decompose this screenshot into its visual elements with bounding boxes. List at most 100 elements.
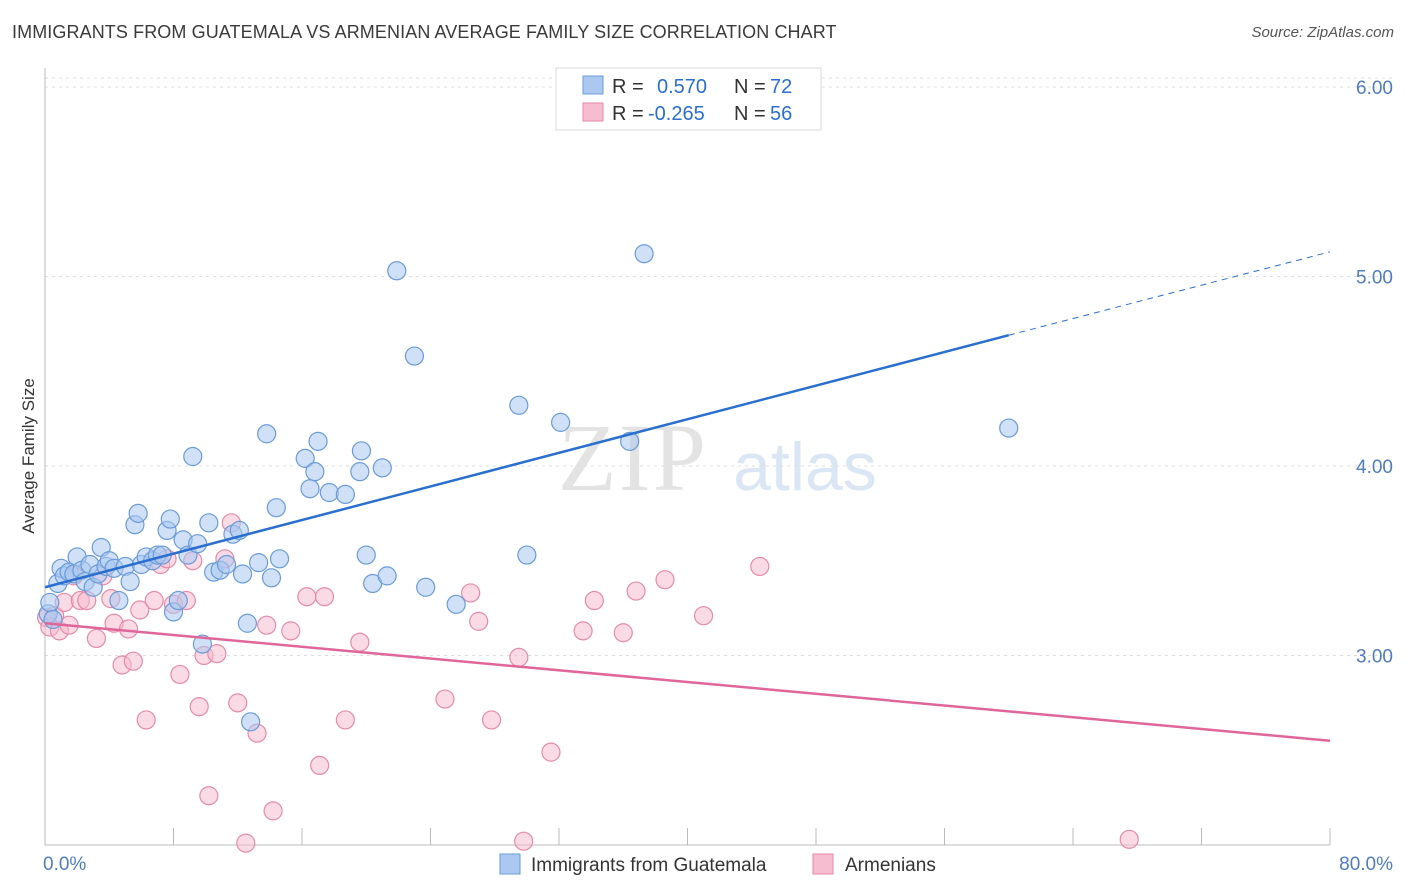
guatemala-point [308, 431, 328, 451]
guatemala-point [257, 424, 277, 444]
guatemala-point [232, 564, 253, 584]
y-tick-label: 5.00 [1356, 267, 1393, 288]
armenians-point [297, 587, 317, 607]
x-tick-label-max: 80.0% [1339, 854, 1393, 875]
legend-n-label-1: N = [734, 76, 766, 98]
guatemala-point [300, 479, 320, 499]
guatemala-point [446, 594, 466, 614]
guatemala-point [40, 592, 60, 613]
guatemala-point [356, 545, 376, 565]
guatemala-trend-extension [1008, 251, 1331, 336]
armenians-point [335, 710, 355, 730]
guatemala-point [216, 554, 237, 575]
armenians-point [509, 647, 529, 667]
guatemala-point [199, 513, 219, 533]
y-tick-labels: 3.00 4.00 5.00 6.00 [1356, 78, 1393, 668]
chart-title: IMMIGRANTS FROM GUATEMALA VS ARMENIAN AV… [12, 22, 837, 42]
guatemala-point [351, 441, 372, 461]
armenians-point [541, 742, 561, 762]
armenians-point [461, 583, 481, 603]
legend-swatch-armenians [582, 102, 604, 122]
guatemala-point [416, 577, 436, 597]
guatemala-point [999, 418, 1019, 438]
armenians-point [189, 697, 209, 717]
guatemala-point [269, 549, 290, 569]
armenians-point [693, 606, 714, 626]
armenians-point [514, 831, 534, 851]
armenians-point [310, 755, 330, 776]
guatemala-point [120, 571, 140, 592]
guatemala-point [551, 412, 571, 432]
armenians-point [263, 801, 283, 821]
armenians-point [584, 590, 604, 611]
guatemala-point [509, 395, 529, 415]
y-tick-label: 6.00 [1356, 78, 1393, 99]
armenians-point [655, 570, 675, 590]
source-label: Source: ZipAtlas.com [1251, 24, 1394, 41]
legend-n-label-2: N = [734, 103, 766, 125]
trend-lines [44, 251, 1331, 743]
legend-n-value-1: 72 [770, 76, 792, 98]
armenians-points [37, 513, 1139, 853]
guatemala-point [387, 261, 407, 281]
x-tick-marks [44, 828, 1331, 845]
guatemala-point [237, 613, 257, 633]
bottom-legend-swatch-guatemala [499, 853, 521, 875]
guatemala-point [295, 448, 315, 468]
armenians-point [118, 619, 139, 639]
armenians-point [481, 710, 502, 730]
guatemala-point [404, 346, 425, 366]
legend-n-value-2: 56 [770, 103, 792, 125]
y-axis-label: Average Family Size [19, 378, 38, 534]
guatemala-point [372, 458, 392, 478]
guatemala-trend-line [44, 334, 1010, 589]
armenians-point [626, 581, 646, 601]
guatemala-point [266, 498, 286, 518]
armenians-point [136, 710, 156, 730]
armenians-point [236, 833, 256, 853]
guatemala-point [128, 503, 148, 523]
armenians-trend-line [44, 622, 1331, 743]
legend-r-value-1: 0.570 [657, 76, 707, 98]
guatemala-point [109, 590, 129, 611]
guatemala-point [261, 568, 282, 588]
armenians-point [281, 621, 301, 641]
bottom-legend-swatch-armenians [812, 853, 834, 875]
guatemala-point [319, 482, 339, 503]
legend-r-value-2: -0.265 [648, 103, 705, 125]
armenians-point [573, 621, 593, 641]
x-tick-label-min: 0.0% [43, 854, 86, 875]
armenians-point [170, 664, 190, 685]
guatemala-point [305, 462, 325, 482]
legend-swatch-guatemala [582, 75, 604, 95]
y-tick-label: 3.00 [1356, 646, 1393, 667]
guatemala-point [160, 509, 180, 529]
bottom-legend-label-guatemala: Immigrants from Guatemala [531, 855, 767, 876]
guatemala-point [183, 446, 203, 467]
armenians-point [257, 615, 277, 635]
guatemala-point [634, 244, 654, 264]
armenians-point [207, 643, 227, 664]
guatemala-point [350, 462, 370, 482]
guatemala-point [249, 553, 269, 573]
guatemala-point [377, 566, 397, 586]
armenians-point [750, 556, 770, 577]
armenians-point [613, 623, 633, 643]
bottom-legend: Immigrants from Guatemala Armenians [499, 853, 936, 876]
armenians-point [130, 600, 150, 620]
armenians-point [435, 689, 455, 709]
armenians-point [123, 651, 143, 671]
bottom-legend-label-armenians: Armenians [845, 855, 936, 876]
watermark-atlas: atlas [733, 429, 877, 505]
guatemala-point [620, 431, 640, 451]
legend-r-label-2: R = [612, 103, 644, 125]
guatemala-point [168, 590, 188, 611]
armenians-point [314, 587, 335, 607]
legend-r-label-1: R = [612, 76, 644, 98]
guatemala-point [192, 634, 213, 654]
armenians-point [469, 611, 489, 631]
legend-box: R = 0.570 N = 72 R = -0.265 N = 56 [555, 67, 822, 131]
guatemala-point [517, 545, 537, 565]
armenians-point [228, 693, 248, 713]
